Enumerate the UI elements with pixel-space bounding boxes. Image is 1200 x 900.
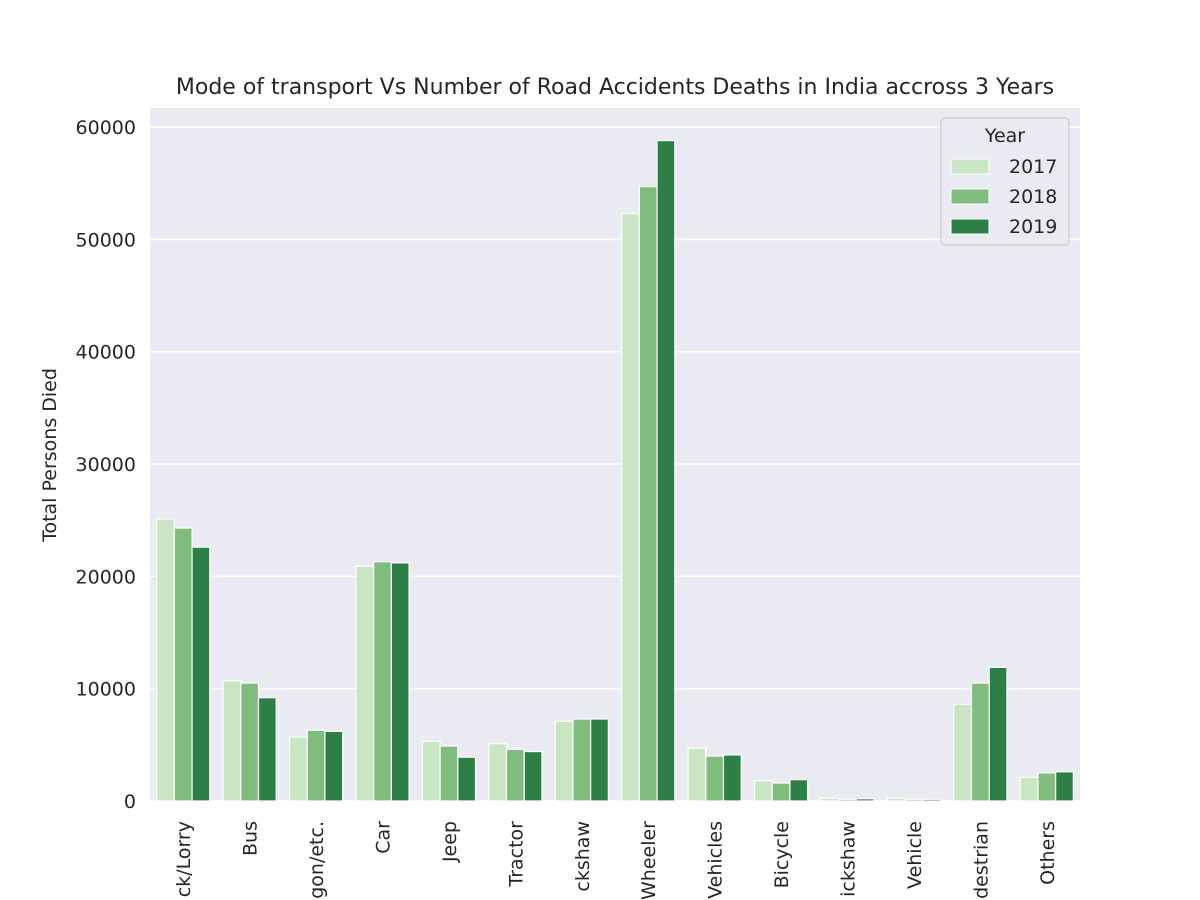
- bar-2017-12: [953, 703, 973, 802]
- bar-2017-3: [355, 565, 375, 802]
- x-tick-label: ckshaw: [572, 821, 594, 892]
- bar-2018-7: [638, 186, 658, 802]
- legend-swatch-2019: [950, 218, 990, 235]
- y-axis-ticks: 0 10000 20000 30000 40000 50000 60000: [76, 117, 136, 813]
- bars: [156, 139, 1074, 802]
- bar-2018-5: [505, 748, 525, 802]
- legend-swatch-2018: [950, 188, 990, 205]
- x-tick-label: ickshaw: [838, 821, 860, 897]
- bar-2017-5: [488, 743, 508, 802]
- x-tick-label: Bus: [240, 821, 262, 856]
- x-tick-label: Car: [373, 821, 395, 854]
- chart-title: Mode of transport Vs Number of Road Acci…: [176, 75, 1054, 100]
- bar-2019-0: [191, 546, 211, 802]
- bar-2019-1: [257, 697, 277, 802]
- legend-label: 2017: [1009, 156, 1057, 178]
- y-axis-label: Total Persons Died: [39, 368, 61, 543]
- x-tick-label: Wheeler: [638, 821, 660, 900]
- bar-2018-0: [173, 527, 193, 802]
- x-axis-ticks: ck/Lorry Bus gon/etc. Car Jeep Tractor ckshaw W…: [173, 821, 1059, 900]
- y-tick-label: 20000: [76, 566, 136, 588]
- bar-2017-7: [621, 212, 640, 802]
- bar-2017-6: [554, 720, 574, 802]
- bar-2019-4: [457, 756, 477, 802]
- bar-2017-4: [421, 740, 441, 802]
- bar-2018-10: [838, 798, 857, 802]
- y-tick-label: 0: [124, 791, 136, 813]
- x-tick-label: Others: [1037, 821, 1059, 885]
- bar-2018-12: [970, 682, 990, 802]
- bar-2019-2: [324, 730, 344, 802]
- y-tick-label: 10000: [76, 679, 136, 701]
- x-tick-label: Tractor: [505, 821, 527, 888]
- legend-title: Year: [984, 125, 1025, 147]
- x-tick-label: Bicycle: [771, 821, 793, 888]
- y-tick-label: 50000: [76, 229, 136, 251]
- bar-2017-0: [156, 518, 175, 802]
- x-tick-label: ck/Lorry: [173, 821, 195, 897]
- y-tick-label: 40000: [76, 342, 136, 364]
- bar-2018-3: [373, 561, 392, 802]
- bar-2018-4: [439, 745, 459, 802]
- bar-2018-9: [771, 782, 791, 802]
- bar-2018-8: [705, 755, 725, 802]
- bar-2018-11: [904, 798, 924, 802]
- legend-swatch-2017: [950, 158, 990, 175]
- legend-label: 2018: [1009, 186, 1057, 208]
- x-tick-label: destrian: [970, 821, 992, 899]
- bar-2019-12: [988, 666, 1008, 802]
- bar-2019-13: [1055, 771, 1074, 802]
- bar-2019-5: [523, 750, 543, 802]
- bar-2019-3: [390, 562, 410, 802]
- bar-2019-10: [855, 798, 875, 802]
- bar-2019-6: [590, 718, 609, 802]
- bar-2018-2: [306, 729, 326, 802]
- bar-2019-11: [922, 798, 942, 802]
- bar-2018-13: [1037, 772, 1057, 802]
- bar-2017-2: [288, 736, 308, 802]
- y-tick-label: 30000: [76, 454, 136, 476]
- bar-2019-7: [656, 139, 676, 802]
- bar-2019-9: [789, 779, 809, 802]
- legend-frame: [940, 117, 1070, 246]
- bar-2017-9: [753, 780, 773, 802]
- legend-label: 2019: [1009, 216, 1057, 238]
- bar-2018-1: [240, 682, 260, 802]
- bar-2017-1: [222, 680, 242, 802]
- legend: Year 2017 2018 2019: [940, 117, 1070, 246]
- bar-2017-10: [820, 797, 840, 802]
- x-tick-label: gon/etc.: [306, 821, 328, 899]
- bar-2018-6: [572, 718, 592, 802]
- bar-2017-11: [886, 797, 906, 802]
- y-tick-label: 60000: [76, 117, 136, 139]
- bar-2017-8: [687, 747, 707, 802]
- bar-2017-13: [1019, 776, 1039, 802]
- x-tick-label: Vehicle: [904, 821, 926, 889]
- plot-area: [150, 108, 1080, 801]
- x-tick-label: Vehicles: [705, 821, 727, 899]
- x-tick-label: Jeep: [439, 821, 461, 863]
- bar-2019-8: [722, 754, 742, 802]
